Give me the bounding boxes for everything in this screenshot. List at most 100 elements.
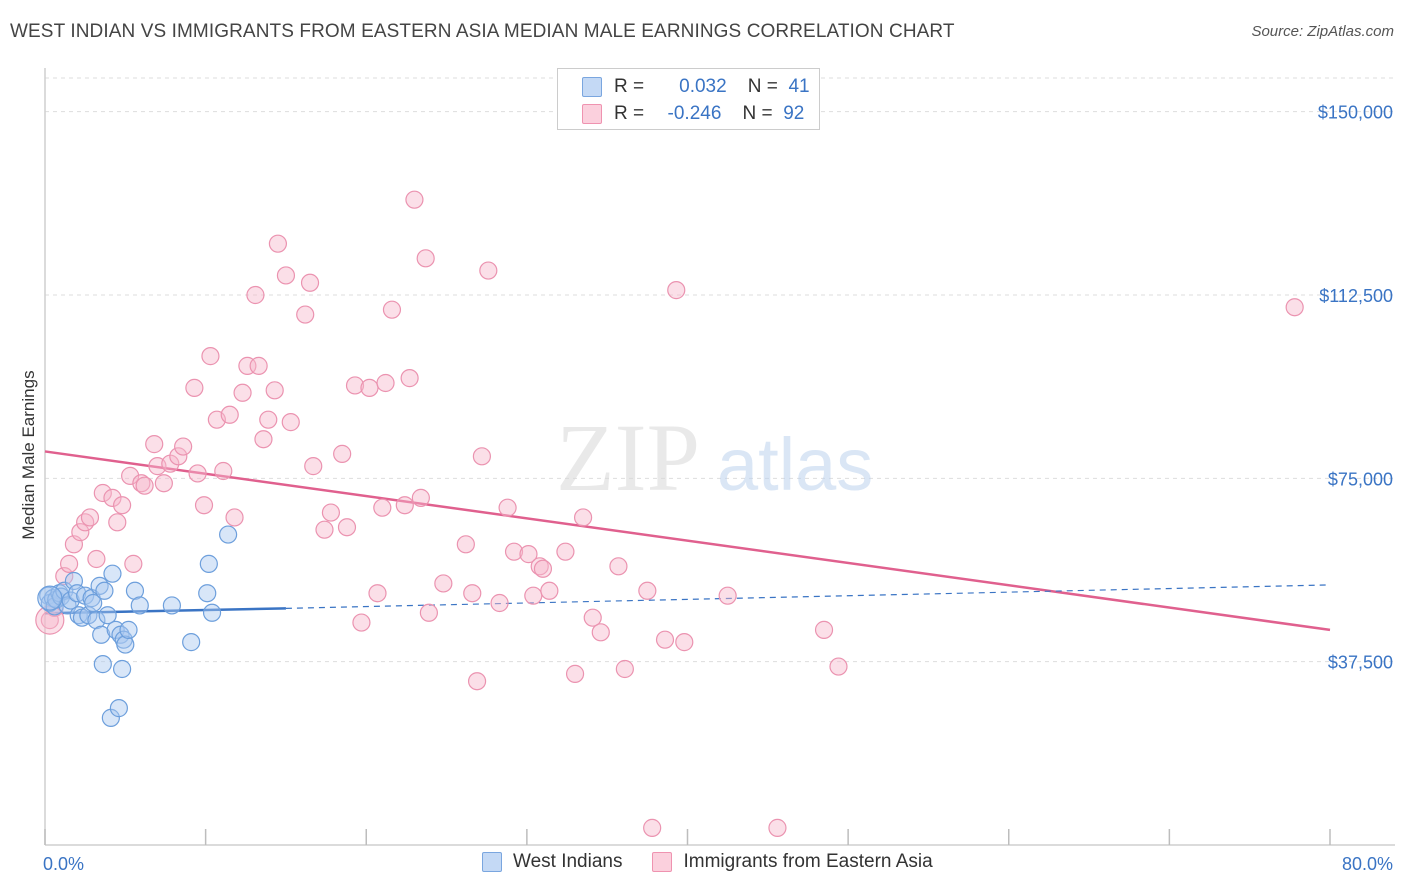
points-eastern-asia <box>35 190 1304 837</box>
data-point-eastern-asia <box>185 378 204 397</box>
data-point-eastern-asia <box>315 520 334 539</box>
data-point-eastern-asia <box>145 435 164 454</box>
data-point-eastern-asia <box>667 281 686 300</box>
data-point-west-indians <box>93 655 112 674</box>
y-tick-label: $112,500 <box>1319 286 1393 306</box>
data-point-eastern-asia <box>265 381 284 400</box>
legend-row-west-indians: R = 0.032 N = 41 <box>582 75 810 99</box>
data-point-eastern-asia <box>504 542 524 561</box>
data-point-eastern-asia <box>345 376 365 395</box>
data-point-eastern-asia <box>456 535 475 554</box>
data-point-eastern-asia <box>718 586 737 605</box>
data-point-eastern-asia <box>419 603 438 622</box>
data-point-eastern-asia <box>132 474 151 493</box>
data-point-west-indians <box>202 603 222 622</box>
data-point-eastern-asia <box>188 464 207 483</box>
data-point-eastern-asia <box>434 574 453 593</box>
chart-title: WEST INDIAN VS IMMIGRANTS FROM EASTERN A… <box>10 21 955 42</box>
series-legend: West Indians Immigrants from Eastern Asi… <box>482 851 963 873</box>
data-point-eastern-asia <box>556 542 575 561</box>
data-point-eastern-asia <box>376 373 395 393</box>
data-point-eastern-asia <box>246 285 265 305</box>
x-tick-label-max: 80.0% <box>1342 854 1393 874</box>
data-point-eastern-asia <box>416 249 435 268</box>
data-point-eastern-asia <box>201 347 220 366</box>
data-point-eastern-asia <box>259 410 278 429</box>
data-point-eastern-asia <box>71 523 90 542</box>
data-point-west-indians <box>219 525 238 544</box>
legend-item-west-indians[interactable]: West Indians <box>482 851 622 873</box>
data-point-eastern-asia <box>643 818 662 837</box>
data-point-eastern-asia <box>829 657 848 676</box>
data-point-eastern-asia <box>609 557 628 576</box>
data-point-eastern-asia <box>638 581 657 600</box>
data-point-west-indians <box>84 593 103 613</box>
data-point-west-indians <box>95 581 114 600</box>
legend-n-label: N = <box>747 76 778 97</box>
data-point-eastern-asia <box>80 508 100 527</box>
data-point-eastern-asia <box>360 378 379 397</box>
data-point-eastern-asia <box>225 508 244 527</box>
data-point-eastern-asia <box>368 584 387 603</box>
data-point-eastern-asia <box>573 508 593 527</box>
data-point-eastern-asia <box>296 305 315 324</box>
data-point-eastern-asia <box>411 488 430 507</box>
data-point-eastern-asia <box>276 266 296 285</box>
data-point-west-indians <box>112 659 132 679</box>
data-point-eastern-asia <box>524 586 543 605</box>
data-point-west-indians <box>130 596 149 615</box>
watermark-zip: ZIP <box>556 404 700 511</box>
data-point-eastern-asia <box>333 444 352 463</box>
data-point-eastern-asia <box>405 190 424 209</box>
data-point-eastern-asia <box>814 620 834 639</box>
data-point-west-indians <box>92 625 111 644</box>
data-point-eastern-asia <box>565 664 585 683</box>
data-point-eastern-asia <box>281 413 300 432</box>
data-point-west-indians <box>61 591 80 610</box>
data-point-eastern-asia <box>220 405 239 424</box>
data-point-eastern-asia <box>169 447 188 466</box>
data-point-west-indians <box>116 635 135 654</box>
points-west-indians <box>37 525 238 727</box>
data-point-eastern-asia <box>124 554 143 573</box>
data-point-eastern-asia <box>93 483 112 503</box>
data-point-eastern-asia <box>615 659 634 679</box>
legend-swatch-blue <box>582 77 602 97</box>
data-point-eastern-asia <box>254 430 273 449</box>
data-point-eastern-asia <box>1285 298 1304 317</box>
data-point-eastern-asia <box>174 437 193 456</box>
data-point-eastern-asia <box>373 498 392 517</box>
data-point-eastern-asia <box>121 466 140 485</box>
data-point-eastern-asia <box>103 488 122 507</box>
data-point-eastern-asia <box>135 476 154 495</box>
data-point-eastern-asia <box>108 513 127 532</box>
legend-r-value: 0.032 <box>679 76 727 97</box>
data-point-eastern-asia <box>400 369 419 388</box>
data-point-west-indians <box>69 606 88 625</box>
y-axis-title: Median Male Earnings <box>19 370 38 539</box>
data-point-eastern-asia <box>591 623 610 642</box>
data-point-eastern-asia <box>59 554 79 573</box>
y-tick-label: $37,500 <box>1328 653 1393 673</box>
legend-swatch-pink <box>652 852 673 872</box>
data-point-west-indians <box>87 611 106 630</box>
watermark: ZIP atlas <box>556 404 873 511</box>
data-point-eastern-asia <box>583 608 602 627</box>
data-point-eastern-asia <box>768 818 787 837</box>
legend-item-eastern-asia[interactable]: Immigrants from Eastern Asia <box>652 851 933 873</box>
data-point-eastern-asia <box>490 593 509 613</box>
data-point-eastern-asia <box>463 584 482 603</box>
legend-n-value: 41 <box>788 76 810 97</box>
data-point-eastern-asia <box>655 630 675 649</box>
legend-n-label: N = <box>742 103 773 124</box>
data-point-eastern-asia <box>112 496 132 515</box>
legend-label: Immigrants from Eastern Asia <box>683 851 933 872</box>
data-point-eastern-asia <box>249 356 268 375</box>
data-point-west-indians <box>162 596 181 615</box>
data-point-eastern-asia <box>233 383 252 402</box>
data-point-eastern-asia <box>352 613 371 632</box>
data-point-west-indians <box>198 584 217 603</box>
data-point-eastern-asia <box>533 559 553 578</box>
data-point-eastern-asia <box>472 447 491 466</box>
